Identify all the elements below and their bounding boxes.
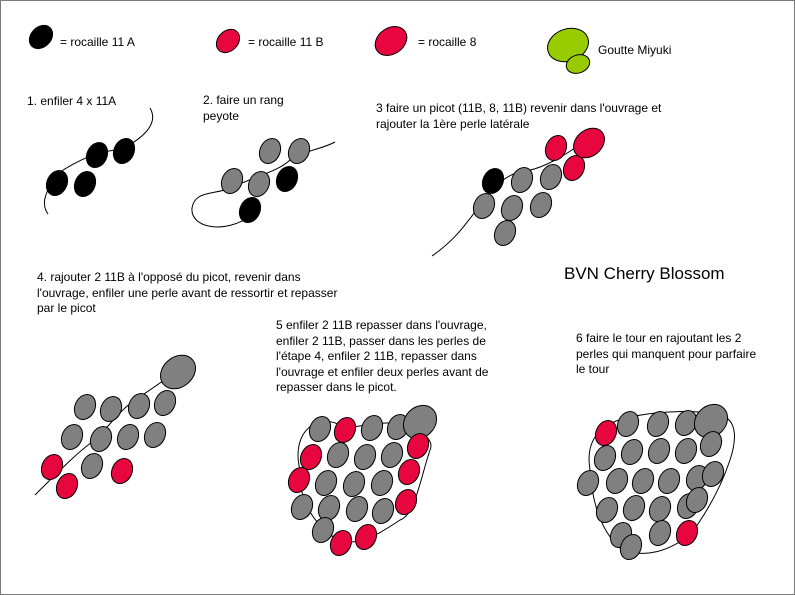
step-3-text: 3 faire un picot (11B, 8, 11B) revenir d…: [376, 101, 662, 131]
legend-bead-pink-small: [215, 28, 241, 54]
step-6-text: 6 faire le tour en rajoutant les 2 perle…: [576, 331, 757, 376]
step-3-bead: [573, 127, 605, 159]
step-6-bead: [675, 519, 699, 547]
step-2-bead: [275, 165, 299, 193]
step-4-bead: [99, 395, 123, 423]
legend-label-goutte-miyuki: Goutte Miyuki: [598, 43, 672, 57]
step-5-bead: [314, 469, 338, 497]
step-1-text: 1. enfiler 4 x 11A: [27, 94, 117, 108]
step-4-bead: [143, 421, 167, 449]
legend-label-rocaille-11a: = rocaille 11 A: [60, 35, 135, 49]
step-5-bead: [397, 458, 421, 486]
legend-label-rocaille-11b: = rocaille 11 B: [248, 35, 324, 49]
step-6-bead: [622, 494, 646, 522]
step-1-bead: [85, 141, 109, 169]
step-3-bead: [500, 194, 524, 222]
step-2-bead: [287, 137, 311, 165]
step-4-bead: [153, 389, 177, 417]
step-5-bead: [326, 441, 350, 469]
step-5-bead: [394, 488, 418, 516]
step-6-bead: [631, 467, 655, 495]
step-5-bead: [370, 469, 394, 497]
step-3-bead: [472, 192, 496, 220]
step-2-bead: [220, 167, 244, 195]
step-5-bead: [329, 529, 353, 557]
step-6-bead: [648, 519, 672, 547]
step-2-text: 2. faire un rang peyote: [203, 93, 284, 123]
step-1-bead: [73, 170, 97, 198]
step-3-bead: [510, 166, 534, 194]
step-3-bead: [544, 134, 568, 162]
step-6-bead: [674, 437, 698, 465]
step-6-bead: [699, 430, 723, 458]
step-3-bead: [529, 191, 553, 219]
step-4-bead: [127, 392, 151, 420]
step-3-bead: [481, 167, 505, 195]
step-4-bead: [73, 393, 97, 421]
step-5-bead: [380, 441, 404, 469]
step-6-bead: [693, 403, 729, 439]
step-6-bead: [647, 437, 671, 465]
step-5-bead: [290, 493, 314, 521]
step-6-bead: [605, 467, 629, 495]
step-2-bead: [238, 196, 262, 224]
pattern-title: BVN Cherry Blossom: [564, 264, 725, 283]
step-1-bead: [112, 137, 136, 165]
step-5-bead: [345, 495, 369, 523]
step-6-bead: [576, 469, 600, 497]
step-4-bead: [40, 453, 64, 481]
step-6-bead: [616, 410, 640, 438]
step-4-bead: [60, 423, 84, 451]
step-6-bead: [594, 419, 618, 447]
step-4-bead: [116, 423, 140, 451]
step-2-bead: [258, 137, 282, 165]
legend-drop-green: [565, 54, 591, 74]
step-6-bead: [685, 486, 709, 514]
step-5-bead: [402, 404, 438, 440]
step-4-text: 4. rajouter 2 11B à l'opposé du picot, r…: [37, 270, 338, 315]
step-6-bead: [646, 410, 670, 438]
step-5-bead: [354, 523, 378, 551]
step-4-bead: [89, 425, 113, 453]
step-6-bead: [701, 460, 725, 488]
step-6-bead: [593, 444, 617, 472]
step-5-text: 5 enfiler 2 11B repasser dans l'ouvrage,…: [276, 318, 489, 394]
step-6-bead: [619, 533, 643, 561]
step-3-bead: [493, 219, 517, 247]
step-5-bead: [287, 466, 311, 494]
step-5-bead: [406, 432, 430, 460]
step-4-bead: [110, 457, 134, 485]
step-6-bead: [620, 438, 644, 466]
step-6-bead: [648, 495, 672, 523]
step-5-bead: [308, 415, 332, 443]
legend-bead-black: [28, 24, 54, 50]
step-1-bead: [45, 169, 69, 197]
step-5-bead: [333, 416, 357, 444]
step-5-bead: [311, 516, 335, 544]
step-3-bead: [539, 163, 563, 191]
step-5-bead: [353, 443, 377, 471]
step-4-bead: [80, 452, 104, 480]
legend-bead-pink-large: [374, 26, 408, 56]
step-5-bead: [371, 497, 395, 525]
step-5-bead: [342, 470, 366, 498]
step-6-bead: [595, 496, 619, 524]
step-5-bead: [360, 414, 384, 442]
legend-label-rocaille-8: = rocaille 8: [418, 35, 477, 49]
step-6-bead: [657, 467, 681, 495]
step-4-bead: [160, 354, 196, 390]
step-4-bead: [55, 472, 79, 500]
step-2-bead: [247, 170, 271, 198]
